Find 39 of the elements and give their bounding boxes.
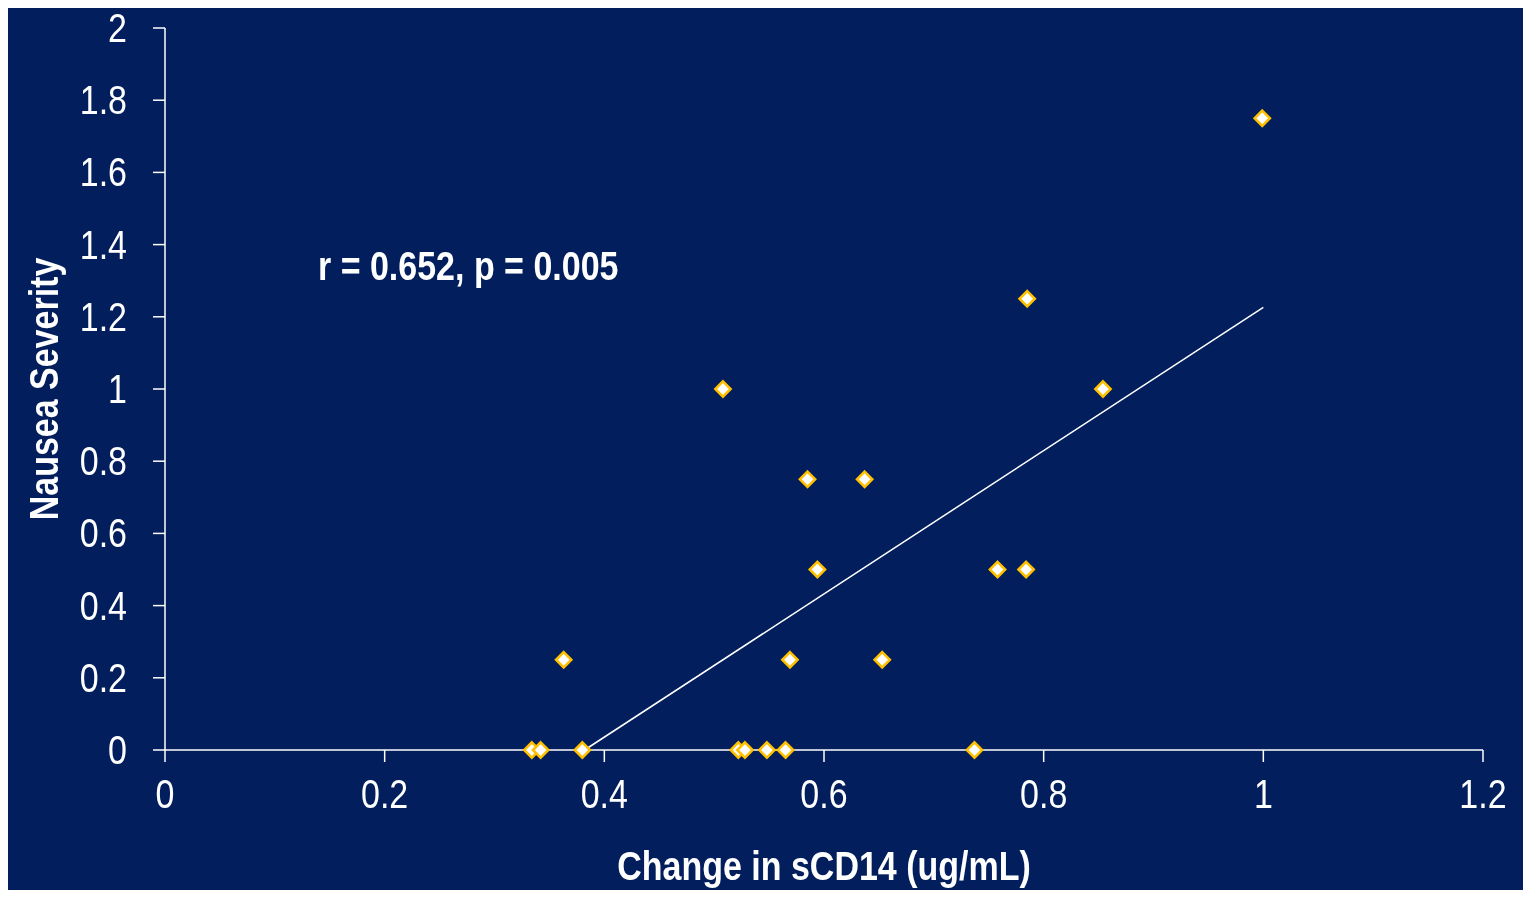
x-tick-label: 0.2 (361, 771, 409, 817)
y-tick-label: 0.6 (79, 510, 127, 557)
y-tick-label: 1.8 (79, 77, 127, 123)
point (965, 741, 984, 759)
x-tick-label: 0.4 (580, 771, 628, 817)
annotation: r = 0.652, p = 0.005 (318, 243, 619, 289)
y-tick-label: 1 (108, 366, 127, 412)
point (1253, 109, 1272, 128)
y-tick-label: 0.8 (79, 438, 127, 484)
point (808, 560, 827, 579)
y-tick-label: 0 (108, 727, 127, 773)
y-tick-label: 2 (108, 5, 127, 51)
point (714, 380, 732, 398)
x-tick-label: 1.2 (1459, 771, 1507, 817)
y-axis-title: Nausea Severity (21, 257, 67, 521)
point (554, 650, 573, 669)
y-tick-label: 1.6 (79, 149, 127, 196)
x-tick-label: 0.8 (1020, 771, 1068, 817)
x-tick-label: 0 (155, 771, 175, 817)
point (1094, 380, 1112, 398)
point (776, 741, 795, 759)
point (757, 741, 776, 759)
y-tick-label: 0.2 (79, 655, 127, 701)
point (781, 650, 799, 669)
y-tick-label: 1.2 (79, 294, 127, 340)
point (988, 560, 1007, 579)
point (736, 741, 754, 759)
point (873, 650, 892, 669)
point (1018, 289, 1037, 308)
point (798, 470, 817, 489)
x-tick-label: 1 (1253, 771, 1273, 817)
point (1017, 560, 1036, 579)
point (573, 741, 592, 759)
x-axis-title: Change in sCD14 (ug/mL) (617, 843, 1031, 889)
y-tick-label: 1.4 (79, 221, 127, 268)
point (531, 741, 550, 759)
x-tick-label: 0.6 (800, 771, 848, 817)
point (855, 470, 874, 489)
y-tick-label: 0.4 (79, 582, 127, 629)
